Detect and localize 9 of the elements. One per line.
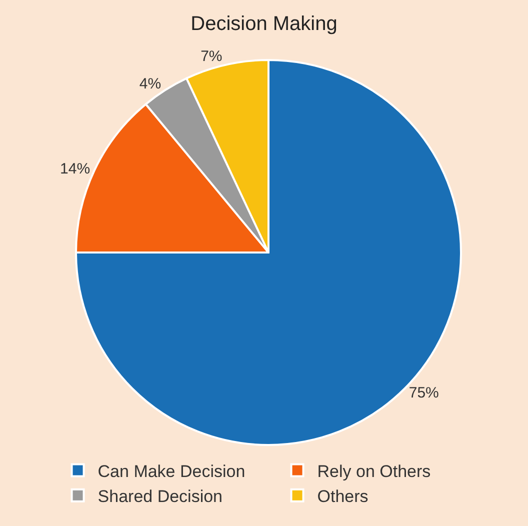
chart-title: Decision Making [190, 12, 338, 35]
legend-label: Shared Decision [98, 486, 223, 506]
data-label: 14% [60, 160, 90, 178]
data-label: 7% [200, 48, 222, 66]
legend-label: Others [317, 486, 368, 506]
data-label: 75% [408, 384, 439, 402]
legend-label: Can Make Decision [98, 462, 246, 481]
data-label: 4% [139, 75, 162, 92]
legend-label: Rely on Others [317, 462, 431, 481]
